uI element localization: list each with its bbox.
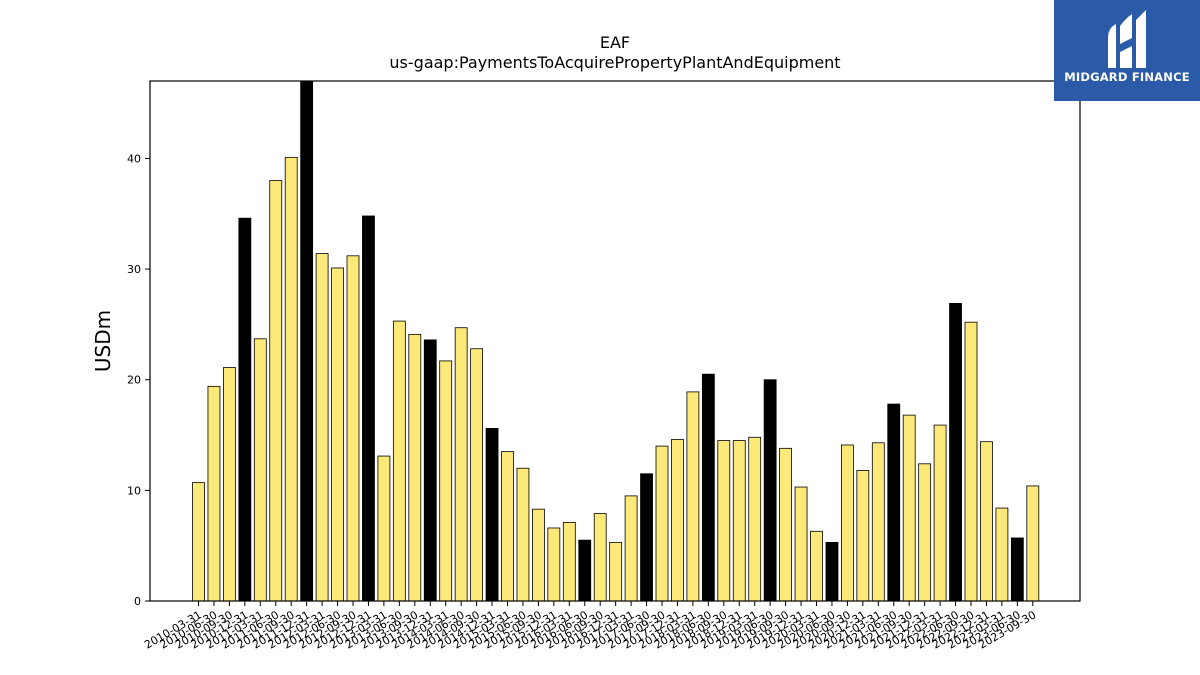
- bar-2022-09-30: [964, 321, 978, 602]
- bar-2015-12-31: [547, 527, 561, 602]
- bar-2020-03-31: [810, 530, 823, 602]
- chart-title: EAF: [600, 33, 630, 52]
- bar-2017-03-31: [624, 495, 638, 602]
- bar-2011-03-31: [253, 338, 267, 602]
- brand-logo: MIDGARD FINANCE: [1054, 0, 1200, 101]
- bar-2016-03-31: [562, 522, 576, 602]
- bar-2014-06-30: [454, 327, 468, 602]
- bar-2018-12-31: [732, 440, 746, 602]
- bar-2020-06-30: [825, 541, 839, 602]
- bar-2010-06-30: [207, 385, 221, 602]
- y-axis-label: USDm: [91, 310, 115, 372]
- bar-2010-09-30: [222, 367, 236, 602]
- bar-2014-09-30: [470, 348, 484, 602]
- bar-2017-06-30: [640, 473, 653, 602]
- chart-subtitle: us-gaap:PaymentsToAcquirePropertyPlantAn…: [389, 53, 840, 72]
- plot-frame: [149, 80, 1081, 602]
- y-tick-label: 30: [127, 263, 141, 276]
- bar-2019-06-30: [763, 379, 777, 602]
- y-ticks: 0 10 20 30 40: [127, 152, 150, 608]
- bar-2013-03-31: [377, 455, 391, 602]
- bar-2017-09-30: [655, 445, 669, 602]
- y-tick-label: 20: [127, 374, 141, 387]
- bar-2010-03-31: [192, 482, 205, 602]
- bar-2013-09-30: [408, 333, 422, 602]
- bar-2015-06-30: [516, 467, 530, 602]
- bar-2023-03-31: [995, 507, 1009, 602]
- bar-2015-09-30: [532, 508, 545, 602]
- bar-2014-03-31: [439, 360, 453, 602]
- bar-2019-09-30: [779, 447, 792, 602]
- bar-2016-06-30: [578, 539, 592, 602]
- bar-2018-03-31: [686, 391, 700, 602]
- midgard-logo-icon: [1108, 10, 1146, 68]
- x-ticks: 2010-03-312010-06-302010-09-302010-12-31…: [142, 601, 1038, 652]
- bar-2013-06-30: [392, 320, 406, 602]
- bar-2012-09-30: [346, 255, 360, 602]
- bar-2023-09-30: [1026, 485, 1040, 602]
- y-tick-label: 0: [134, 595, 141, 608]
- bar-2019-12-31: [794, 486, 808, 602]
- bar-2010-12-31: [238, 217, 252, 602]
- bar-2020-12-31: [856, 470, 870, 602]
- bar-2012-06-30: [331, 267, 344, 602]
- bar-2011-06-30: [269, 180, 283, 602]
- bar-2015-03-31: [501, 451, 514, 602]
- bar-2017-12-31: [671, 439, 684, 602]
- bar-2018-06-30: [701, 373, 715, 602]
- y-tick-label: 40: [127, 152, 141, 165]
- bar-2023-06-30: [1010, 537, 1024, 602]
- bars-group: [192, 80, 1040, 602]
- bar-2016-09-30: [593, 513, 607, 602]
- bar-2013-12-31: [423, 339, 437, 602]
- bar-2019-03-31: [748, 436, 762, 602]
- bar-2012-12-31: [362, 215, 375, 602]
- bar-2021-03-31: [871, 442, 885, 602]
- bar-2022-06-30: [949, 302, 962, 602]
- bar-2011-09-30: [284, 156, 298, 602]
- bar-2014-12-31: [485, 427, 499, 602]
- bar-2018-09-30: [717, 440, 731, 602]
- bar-2011-12-31: [300, 80, 314, 602]
- bar-2021-12-31: [918, 463, 932, 602]
- y-tick-label: 10: [127, 484, 141, 497]
- logo-text: MIDGARD FINANCE: [1064, 70, 1190, 84]
- bar-2021-09-30: [902, 414, 916, 602]
- bar-2022-03-31: [933, 424, 947, 602]
- bar-2020-09-30: [841, 444, 854, 602]
- bar-2016-12-31: [609, 541, 623, 602]
- bar-2021-06-30: [887, 403, 901, 602]
- bar-2022-12-31: [980, 441, 993, 602]
- bar-2012-03-31: [315, 253, 329, 602]
